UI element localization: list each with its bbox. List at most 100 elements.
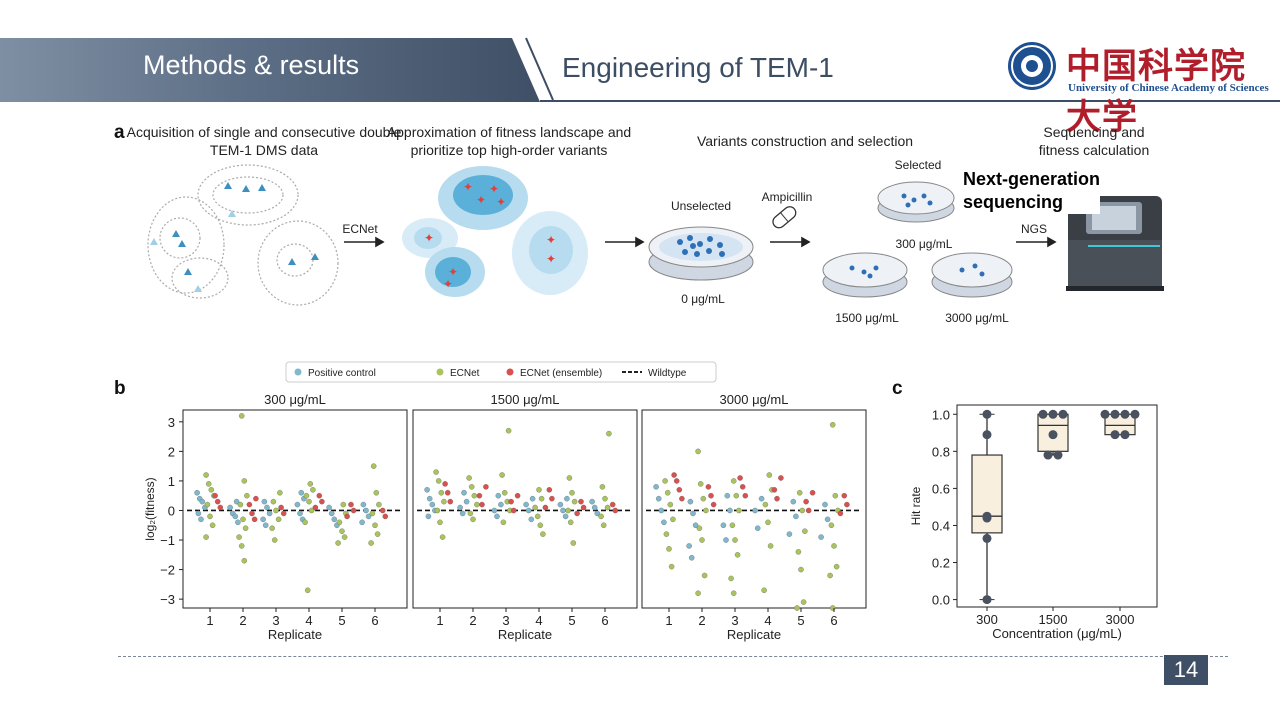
data-point-ecnet (368, 540, 374, 546)
data-point-ecnet-ensemble- (705, 484, 712, 490)
data-point-ecnet (668, 563, 675, 570)
data-point-ecnet (762, 501, 769, 508)
data-point-ecnet (470, 516, 476, 523)
ngs-sequencer-icon (1066, 196, 1164, 291)
x-tick-label: 2 (698, 613, 705, 628)
data-point-positive-control (692, 522, 699, 529)
data-point-positive-control (463, 498, 470, 505)
data-point-ecnet (828, 522, 835, 529)
data-point-ecnet (275, 516, 282, 523)
data-point-ecnet (536, 487, 542, 493)
data-point-ecnet-ensemble- (319, 498, 325, 505)
data-point-ecnet-ensemble- (483, 484, 489, 490)
data-point-ecnet (695, 448, 701, 455)
data-point-positive-control (326, 504, 332, 511)
data-point-positive-control (232, 513, 239, 520)
data-point-ecnet (767, 543, 774, 549)
data-point-ecnet (537, 522, 544, 529)
data-point-ecnet (571, 498, 578, 505)
svg-text:✦: ✦ (546, 233, 556, 247)
data-point-positive-control (459, 510, 466, 517)
data-point-ecnet (696, 525, 703, 531)
panel-c-letter: c (892, 378, 903, 399)
y-tick-label: 3 (168, 415, 175, 430)
data-point-ecnet (240, 516, 246, 523)
legend-marker (436, 368, 444, 376)
hit-rate-point (1130, 409, 1140, 419)
data-point-ecnet-ensemble- (578, 498, 584, 505)
data-point-ecnet (505, 427, 512, 434)
data-point-ecnet (372, 522, 378, 529)
data-point-ecnet (306, 498, 312, 505)
data-point-ecnet-ensemble- (344, 513, 350, 520)
x-tick-label: 3 (502, 613, 509, 628)
x-axis-label: Replicate (268, 627, 322, 642)
data-point-ecnet (434, 507, 441, 514)
data-point-ecnet-ensemble- (253, 495, 259, 502)
data-point-positive-control (498, 501, 504, 508)
x-tick-label: 1500 (1039, 612, 1068, 627)
y-tick-label: −2 (160, 563, 175, 578)
data-point-ecnet (369, 510, 376, 517)
x-tick-label: 5 (338, 613, 345, 628)
data-point-ecnet-ensemble- (671, 472, 677, 478)
data-point-ecnet-ensemble- (546, 487, 553, 493)
data-point-ecnet (538, 495, 545, 502)
data-point-positive-control (589, 498, 595, 505)
data-point-ecnet (697, 481, 704, 487)
x-tick-label: 2 (469, 613, 476, 628)
data-point-positive-control (822, 501, 828, 508)
x-tick-label: 3000 (1106, 612, 1135, 627)
data-point-ecnet (540, 531, 546, 537)
data-point-ecnet (730, 478, 737, 484)
data-point-ecnet (670, 516, 676, 523)
data-point-ecnet-ensemble- (316, 492, 323, 499)
y-tick-label: −3 (160, 592, 175, 607)
box-300 (971, 409, 1003, 605)
data-point-ecnet-ensemble- (217, 504, 224, 511)
university-seal-icon (1008, 42, 1056, 90)
data-point-ecnet (207, 513, 213, 520)
y-tick-label: 0.8 (932, 444, 950, 459)
svg-text:✦: ✦ (424, 231, 434, 245)
legend-label: Positive control (308, 368, 376, 379)
data-point-ecnet-ensemble- (444, 489, 451, 496)
y-axis-label: log₂(fitness) (143, 477, 157, 540)
data-point-ecnet (471, 492, 478, 499)
data-point-ecnet-ensemble- (841, 492, 848, 499)
legend-b: Positive control ECNet ECNet (ensemble) Wil… (285, 361, 717, 383)
data-point-ecnet (435, 478, 442, 484)
data-point-ecnet-ensemble- (476, 492, 483, 499)
data-point-ecnet (339, 528, 345, 534)
data-point-ecnet (203, 472, 209, 478)
data-point-ecnet-ensemble- (803, 498, 809, 505)
top-variant-markers: ✦✦✦✦ ✦✦✦✦✦ (424, 180, 556, 291)
data-point-ecnet (831, 543, 837, 549)
data-point-ecnet (439, 534, 446, 540)
x-tick-label: 3 (272, 613, 279, 628)
data-point-ecnet (310, 487, 316, 493)
section-title: Methods & results (143, 50, 360, 80)
data-point-ecnet (209, 522, 216, 529)
step4-caption: Sequencing and fitness calculation (1038, 124, 1150, 158)
data-point-ecnet (532, 504, 538, 511)
data-point-ecnet (761, 587, 767, 594)
data-point-ecnet (732, 537, 738, 543)
x-tick-label: 5 (797, 613, 804, 628)
data-point-ecnet-ensemble- (442, 481, 448, 487)
legend-label: ECNet (ensemble) (520, 368, 602, 379)
data-point-positive-control (266, 510, 273, 517)
data-point-positive-control (752, 507, 758, 514)
data-point-ecnet (570, 540, 577, 546)
data-point-ecnet-ensemble- (348, 501, 354, 508)
ngs-callout: Next-generation sequencing (963, 168, 1101, 214)
data-point-positive-control (690, 510, 696, 517)
footer-dashed-rule (118, 656, 1228, 657)
subplot-frame (412, 409, 638, 609)
data-point-positive-control (494, 513, 500, 520)
data-point-positive-control (233, 498, 240, 505)
chart-b: Positive control ECNet ECNet (ensemble) Wil… (143, 361, 867, 642)
data-point-ecnet (237, 501, 244, 508)
data-point-positive-control (298, 489, 305, 496)
data-point-ecnet (308, 507, 315, 514)
